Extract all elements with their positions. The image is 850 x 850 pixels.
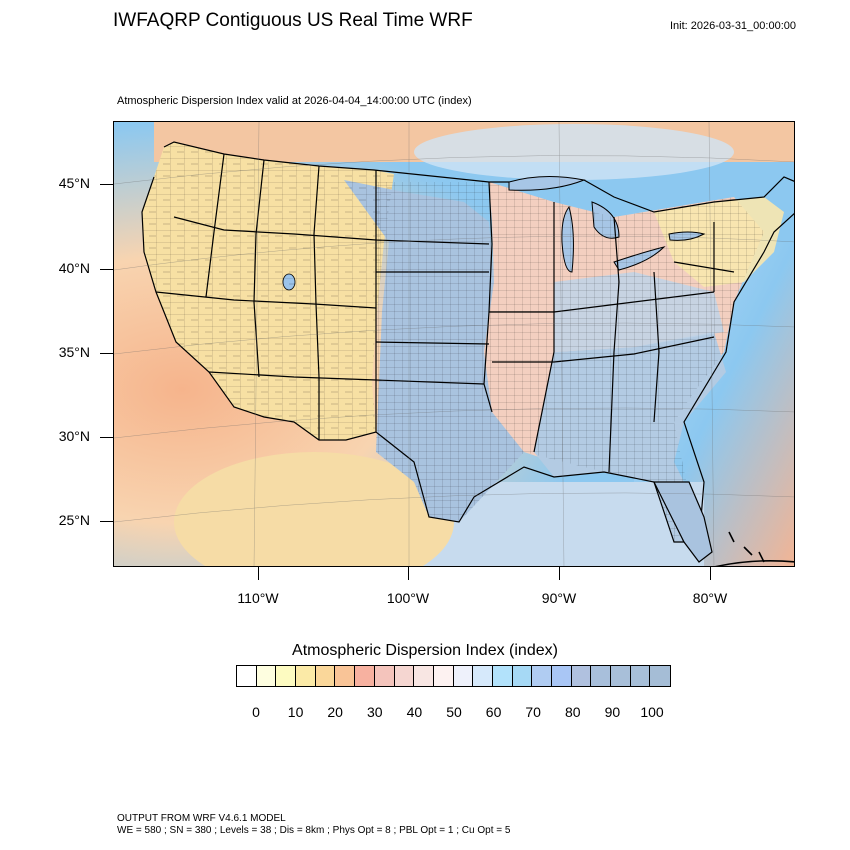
- lat-tick: [100, 521, 113, 522]
- lat-label-45: 45°N: [58, 175, 90, 191]
- state-boundaries: [141, 141, 794, 543]
- lon-tick: [258, 567, 259, 580]
- lat-tick: [100, 437, 113, 438]
- lon-label-110: 110°W: [237, 590, 279, 606]
- mexico-field: [174, 452, 454, 566]
- colorbar-cell: [473, 666, 493, 686]
- colorbar-cell: [394, 666, 415, 686]
- map-panel: [113, 121, 795, 567]
- lat-tick: [100, 353, 113, 354]
- colorbar-cell: [237, 666, 257, 686]
- dispersion-map: [114, 122, 794, 566]
- colorbar-cell: [630, 666, 651, 686]
- lon-tick: [710, 567, 711, 580]
- lon-label-100: 100°W: [386, 590, 430, 606]
- lat-label-35: 35°N: [58, 344, 90, 360]
- lat-label-25: 25°N: [58, 512, 90, 528]
- canada-blue-patch: [414, 124, 734, 180]
- colorbar-tick-label: 10: [287, 704, 304, 720]
- colorbar-cell: [296, 666, 316, 686]
- lon-label-90: 90°W: [541, 590, 577, 606]
- colorbar-cell: [276, 666, 297, 686]
- county-lines-west: [142, 142, 394, 440]
- colorbar-tick-label: 0: [252, 704, 260, 720]
- colorbar-title: Atmospheric Dispersion Index (index): [292, 642, 558, 659]
- colorbar-cell: [374, 666, 395, 686]
- colorbar-tick-label: 40: [406, 704, 423, 720]
- colorbar-cell: [355, 666, 375, 686]
- field-valid-time-label: Atmospheric Dispersion Index valid at 20…: [117, 95, 472, 107]
- model-info-line: OUTPUT FROM WRF V4.6.1 MODEL: [117, 813, 286, 824]
- colorbar-tick-label: 20: [327, 704, 343, 720]
- lon-tick: [559, 567, 560, 580]
- lat-tick: [100, 269, 113, 270]
- colorbar-cell: [433, 666, 454, 686]
- colorbar-tick-label: 50: [446, 704, 462, 720]
- colorbar-tick-label: 80: [565, 704, 581, 720]
- colorbar-cell: [650, 666, 671, 686]
- colorbar-cell: [335, 666, 356, 686]
- init-time-label: Init: 2026-03-31_00:00:00: [670, 20, 796, 32]
- lat-label-40: 40°N: [58, 260, 90, 276]
- colorbar-cell: [453, 666, 474, 686]
- lat-label-30: 30°N: [58, 428, 90, 444]
- florida-peninsula: [653, 481, 713, 563]
- colorbar-tick-label: 90: [604, 704, 621, 720]
- cuba-island: [714, 559, 794, 566]
- colorbar-cell: [532, 666, 552, 686]
- colorbar-cell: [492, 666, 513, 686]
- colorbar: [236, 665, 671, 687]
- colorbar-cell: [414, 666, 434, 686]
- colorbar-cell: [571, 666, 592, 686]
- graticule: [114, 122, 794, 566]
- colorbar-tick-label: 100: [640, 704, 664, 720]
- model-config-line: WE = 580 ; SN = 380 ; Levels = 38 ; Dis …: [117, 825, 511, 836]
- colorbar-cell: [591, 666, 612, 686]
- colorbar-cell: [512, 666, 533, 686]
- colorbar-tick-label: 70: [525, 704, 541, 720]
- lake-superior: [508, 175, 586, 191]
- colorbar-tick-label: 30: [367, 704, 383, 720]
- lon-label-80: 80°W: [692, 590, 728, 606]
- colorbar-cell: [611, 666, 631, 686]
- lon-tick: [408, 567, 409, 580]
- colorbar-cell: [256, 666, 277, 686]
- colorbar-cell: [315, 666, 336, 686]
- plot-title: IWFAQRP Contiguous US Real Time WRF: [113, 10, 473, 31]
- colorbar-cell: [552, 666, 572, 686]
- lat-tick: [100, 184, 113, 185]
- colorbar-tick-label: 60: [485, 704, 502, 720]
